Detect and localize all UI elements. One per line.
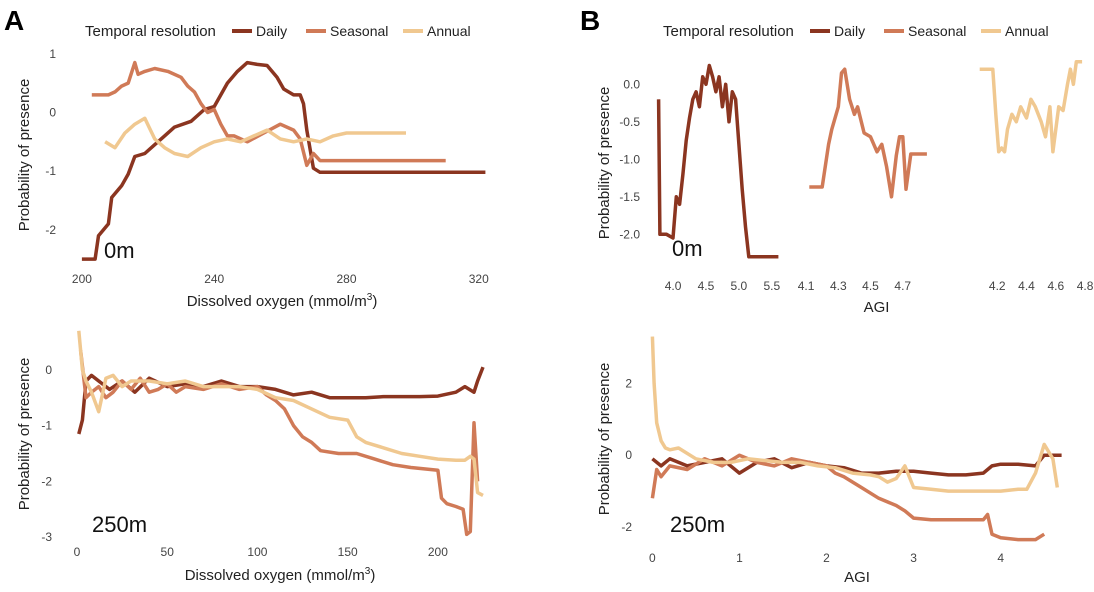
x-tick-label: 100 [247,545,267,559]
series-line-daily [81,60,486,261]
x-tick-label: 4.7 [894,279,911,293]
x-tick-label: 200 [72,272,92,286]
y-tick-label: -1 [45,164,56,178]
x-tick-label: 280 [336,272,356,286]
x-axis-title: AGI [844,569,870,586]
y-tick-label: 0.0 [623,77,640,91]
x-tick-label: 5.5 [763,279,780,293]
series-line-annual [77,330,484,497]
y-tick-label: -3 [41,530,52,544]
y-tick-label: -2.0 [619,227,640,241]
legend-title: Temporal resolution [663,23,794,40]
x-axis-title: Dissolved oxygen (mmol/m3) [187,292,378,310]
y-axis-title: Probability of presence [596,87,613,240]
y-tick-label: -2 [41,474,52,488]
depth-label: 250m [670,512,725,537]
depth-label: 250m [92,512,147,537]
series-line-daily [656,63,779,259]
y-tick-label: 2 [625,376,632,390]
depth-label: 0m [672,236,703,261]
y-tick-label: -1.5 [619,190,640,204]
y-tick-label: 0 [625,448,632,462]
x-tick-label: 200 [428,545,448,559]
x-tick-label: 4.3 [830,279,847,293]
x-tick-label: 4.1 [798,279,815,293]
series-line-annual [650,336,1060,493]
x-tick-label: 240 [204,272,224,286]
x-tick-label: 320 [469,272,489,286]
legend-label-annual: Annual [1005,23,1049,39]
legend-title: Temporal resolution [85,23,216,40]
x-axis-title: AGI [864,299,890,316]
panel-letter-a: A [4,5,24,36]
y-tick-label: 1 [49,47,56,61]
series-line-seasonal [91,60,446,168]
legend-label-annual: Annual [427,23,471,39]
x-tick-label: 4.2 [989,279,1006,293]
x-axis-title: Dissolved oxygen (mmol/m3) [185,566,376,584]
x-tick-label: 4.6 [1047,279,1064,293]
x-tick-label: 4.4 [1018,279,1035,293]
series-line-annual [979,60,1083,154]
x-tick-label: 4 [997,551,1004,565]
x-tick-label: 50 [161,545,175,559]
x-tick-label: 2 [823,551,830,565]
x-tick-label: 4.5 [698,279,715,293]
x-tick-label: 0 [649,551,656,565]
x-tick-label: 3 [910,551,917,565]
x-tick-label: 5.0 [731,279,748,293]
y-tick-label: -0.5 [619,115,640,129]
series-line-seasonal [78,350,480,537]
y-axis-title: Probability of presence [596,363,613,516]
legend-label-daily: Daily [256,23,287,39]
y-tick-label: -2 [621,520,632,534]
x-tick-label: 1 [736,551,743,565]
depth-label: 0m [104,238,135,263]
legend-b: Temporal resolution Daily Seasonal Annua… [663,23,1049,40]
series-line-annual [104,116,406,159]
panel-letter-b: B [580,5,600,36]
x-tick-label: 4.8 [1077,279,1094,293]
y-axis-title: Probability of presence [16,358,33,511]
series-line-seasonal [809,67,927,199]
x-tick-label: 0 [74,545,81,559]
x-tick-label: 4.0 [665,279,682,293]
y-tick-label: 0 [45,363,52,377]
y-axis-title: Probability of presence [16,79,33,232]
legend-label-seasonal: Seasonal [330,23,388,39]
legend-label-seasonal: Seasonal [908,23,966,39]
legend-a: Temporal resolution Daily Seasonal Annua… [85,23,471,40]
legend-label-daily: Daily [834,23,865,39]
series-line-daily [77,366,485,435]
y-tick-label: -2 [45,223,56,237]
y-tick-label: -1.0 [619,152,640,166]
y-tick-label: -1 [41,419,52,433]
y-tick-label: 0 [49,105,56,119]
x-tick-label: 150 [338,545,358,559]
x-tick-label: 4.5 [862,279,879,293]
